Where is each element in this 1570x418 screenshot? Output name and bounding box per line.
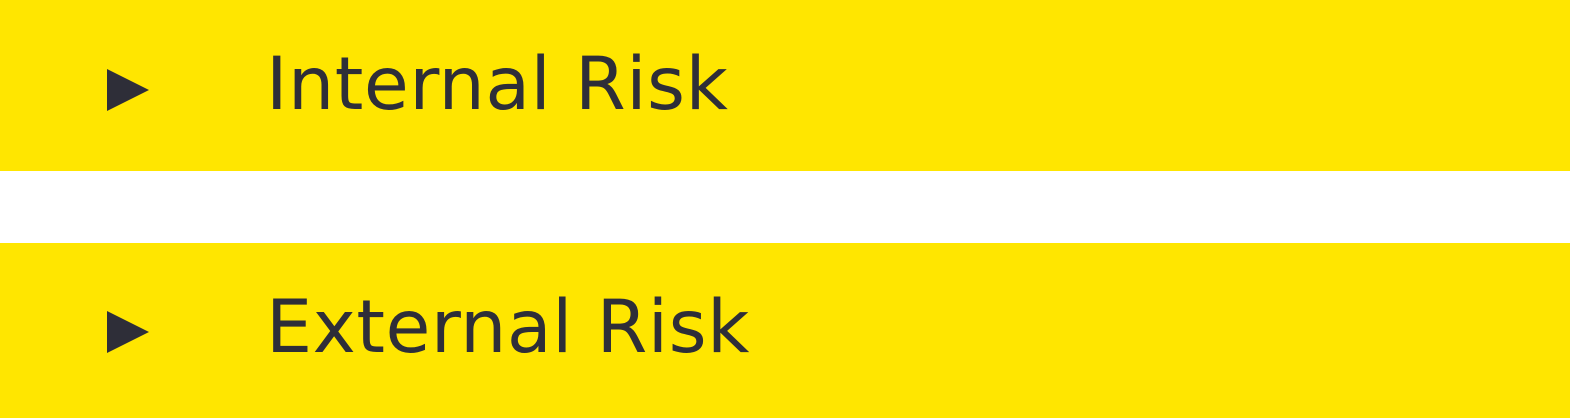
accordion-header-external-risk[interactable]: External Risk xyxy=(0,243,1570,418)
accordion-label-external-risk: External Risk xyxy=(266,291,750,364)
accordion-label-internal-risk: Internal Risk xyxy=(266,48,728,121)
accordion-header-internal-risk[interactable]: Internal Risk xyxy=(0,0,1570,171)
caret-right-icon xyxy=(107,69,149,111)
caret-right-icon xyxy=(107,311,149,353)
